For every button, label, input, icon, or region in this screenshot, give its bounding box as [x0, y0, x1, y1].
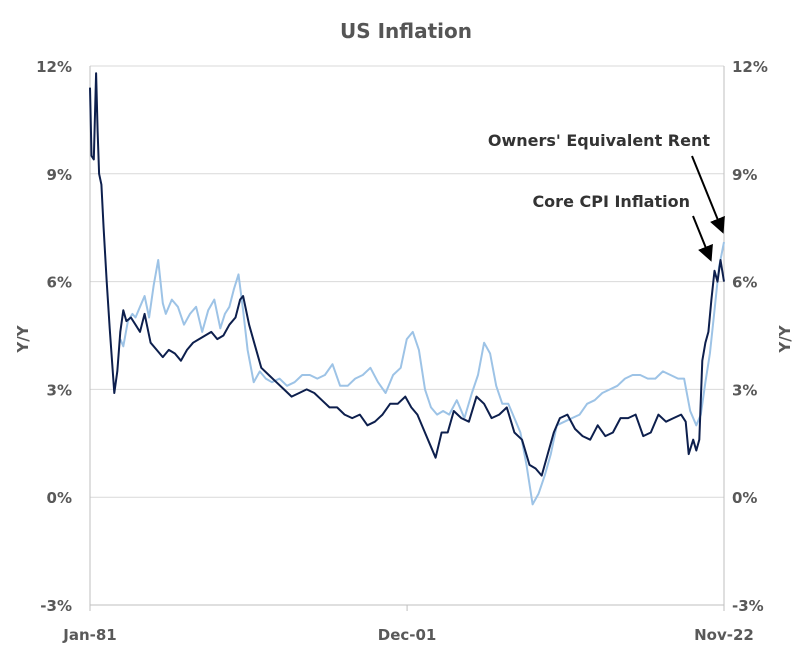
y-tick-left-label: 0% [47, 489, 72, 507]
y-tick-right-label: 9% [732, 166, 757, 184]
annotation-core: Core CPI Inflation [532, 192, 690, 211]
annotation-core-arrow [692, 215, 713, 262]
y-ticks-left: 12% 9% 6% 3% 0% -3% [36, 58, 72, 615]
series-line-core [89, 72, 725, 477]
y-tick-left-label: 6% [47, 274, 72, 292]
series-lines [89, 72, 725, 506]
x-tick-label: Dec-01 [378, 626, 437, 644]
x-tick-label: Nov-22 [694, 626, 754, 644]
y-ticks-right: 12% 9% 6% 3% 0% -3% [732, 58, 768, 615]
annotations: Owners' Equivalent Rent Core CPI Inflati… [488, 131, 725, 262]
y-tick-right-label: 12% [732, 58, 768, 76]
annotation-oer-arrow [691, 155, 725, 234]
x-tick-label: Jan-81 [62, 626, 116, 644]
chart-title: US Inflation [340, 19, 472, 43]
y-axis-label-right: Y/Y [776, 324, 794, 353]
x-ticks: Jan-81 Dec-01 Nov-22 [62, 605, 754, 644]
y-tick-left-label: -3% [40, 597, 72, 615]
y-tick-right-label: 3% [732, 381, 757, 399]
series-line-oer [119, 241, 725, 506]
y-tick-right-label: 6% [732, 274, 757, 292]
y-tick-left-label: 12% [36, 58, 72, 76]
y-tick-right-label: -3% [732, 597, 764, 615]
y-axis-label-left: Y/Y [14, 324, 32, 353]
y-tick-right-label: 0% [732, 489, 757, 507]
y-tick-left-label: 3% [47, 381, 72, 399]
annotation-oer: Owners' Equivalent Rent [488, 131, 711, 150]
y-tick-left-label: 9% [47, 166, 72, 184]
